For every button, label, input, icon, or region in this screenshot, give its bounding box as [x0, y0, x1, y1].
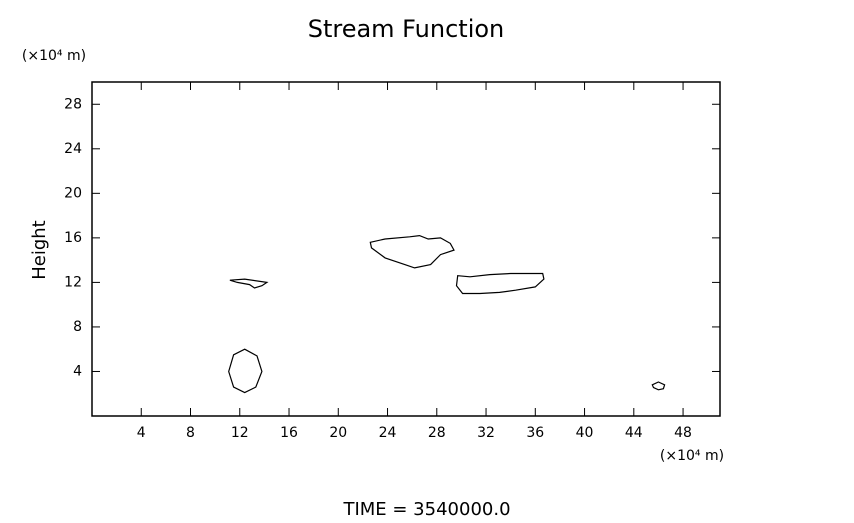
x-tick-label: 16 — [280, 425, 298, 441]
x-tick-label: 4 — [137, 425, 146, 441]
contour-line — [228, 348, 263, 394]
x-tick-label: 44 — [625, 425, 643, 441]
contour-line — [229, 278, 269, 289]
contour-line — [369, 234, 455, 269]
y-tick-label: 8 — [73, 319, 82, 335]
x-tick-label: 24 — [379, 425, 397, 441]
contour-line — [455, 272, 545, 295]
chart-title: Stream Function — [308, 15, 505, 43]
x-tick-label: 8 — [186, 425, 195, 441]
y-tick-label: 20 — [64, 185, 82, 201]
y-unit: (×10⁴ m) — [22, 48, 86, 64]
contour-line — [651, 381, 666, 391]
x-tick-label: 36 — [526, 425, 544, 441]
y-tick-label: 24 — [64, 141, 82, 157]
y-axis-label: Height — [29, 220, 50, 280]
y-tick-label: 12 — [64, 274, 82, 290]
plot-frame — [91, 81, 721, 417]
x-tick-label: 12 — [231, 425, 249, 441]
x-unit: (×10⁴ m) — [660, 448, 724, 464]
y-tick-label: 28 — [64, 96, 82, 112]
x-tick-label: 20 — [329, 425, 347, 441]
y-tick-label: 16 — [64, 230, 82, 246]
x-tick-label: 32 — [477, 425, 495, 441]
annotation: TIME = 3540000.0 — [342, 499, 510, 519]
x-tick-label: 48 — [674, 425, 692, 441]
x-tick-label: 40 — [576, 425, 594, 441]
y-tick-label: 4 — [73, 363, 82, 379]
x-tick-label: 28 — [428, 425, 446, 441]
